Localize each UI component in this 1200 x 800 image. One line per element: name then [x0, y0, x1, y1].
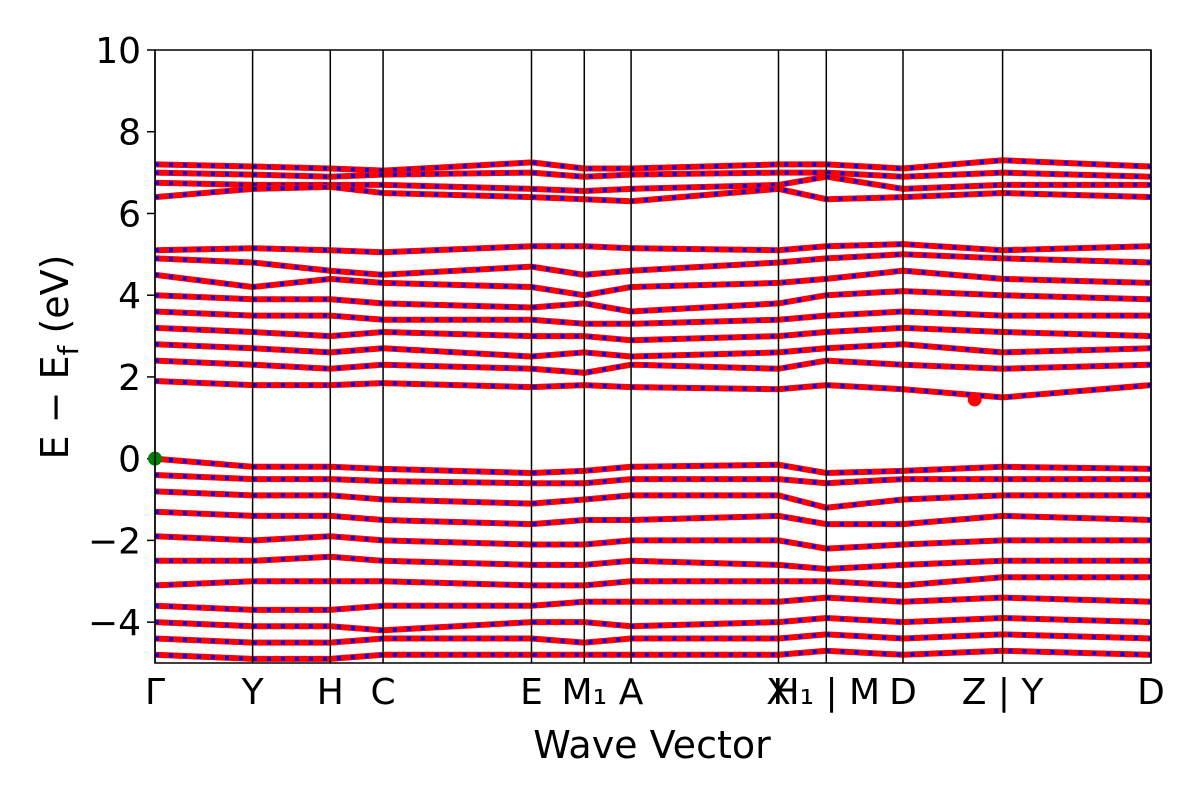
band-line — [155, 357, 1151, 376]
band-line — [155, 241, 1151, 256]
band-line — [155, 631, 1151, 646]
band-line — [155, 183, 1151, 205]
band-line — [155, 288, 1151, 315]
plot-frame — [154, 49, 1152, 664]
band-line — [155, 594, 1151, 613]
band-line — [155, 553, 1151, 573]
band-line — [155, 308, 1151, 327]
band-line — [155, 157, 1151, 174]
y-label-part: (eV) — [33, 255, 77, 346]
x-tick-label: C — [371, 672, 396, 713]
x-tick-label: M₁ — [562, 672, 608, 713]
y-tick-label: −2 — [88, 521, 141, 562]
band-layer — [155, 157, 1151, 662]
y-tick-label: 0 — [118, 440, 141, 481]
band-line — [155, 324, 1151, 344]
band-line — [155, 378, 1151, 401]
y-axis-label: E − Ef (eV) — [33, 255, 85, 460]
x-tick-label: H₁ | M — [773, 672, 881, 713]
x-tick-label: D — [889, 672, 917, 713]
y-label-subscript: f — [52, 344, 85, 355]
y-tick-label: 4 — [118, 276, 141, 317]
band-line — [155, 533, 1151, 552]
band-line — [155, 488, 1151, 511]
x-tick-label: X — [766, 672, 791, 713]
x-tick-label: Y — [241, 672, 265, 713]
band-line — [155, 614, 1151, 634]
y-tick-label: 2 — [118, 358, 141, 399]
band-line — [155, 455, 1151, 477]
x-tick-label: Γ — [145, 672, 165, 713]
x-tick-label: D — [1137, 672, 1165, 713]
y-tick-label: 6 — [118, 194, 141, 235]
x-tick-label: H — [317, 672, 344, 713]
y-label-part: E − E — [33, 355, 77, 459]
band-line — [155, 508, 1151, 528]
band-line — [155, 341, 1151, 360]
x-axis-label: Wave Vector — [533, 723, 771, 767]
band-line — [155, 267, 1151, 299]
band-line — [155, 169, 1151, 180]
x-tick-label: Z | Y — [962, 672, 1045, 713]
band-line — [155, 251, 1151, 278]
band-line — [155, 472, 1151, 487]
x-tick-label: E — [520, 672, 543, 713]
extremum-marker — [967, 392, 982, 407]
x-tick-label: A — [619, 672, 644, 713]
y-tick-label: −4 — [88, 603, 141, 644]
y-tick-label: 8 — [118, 113, 141, 154]
band-line — [155, 574, 1151, 589]
y-tick-label: 10 — [95, 31, 141, 72]
band-line — [155, 647, 1151, 662]
